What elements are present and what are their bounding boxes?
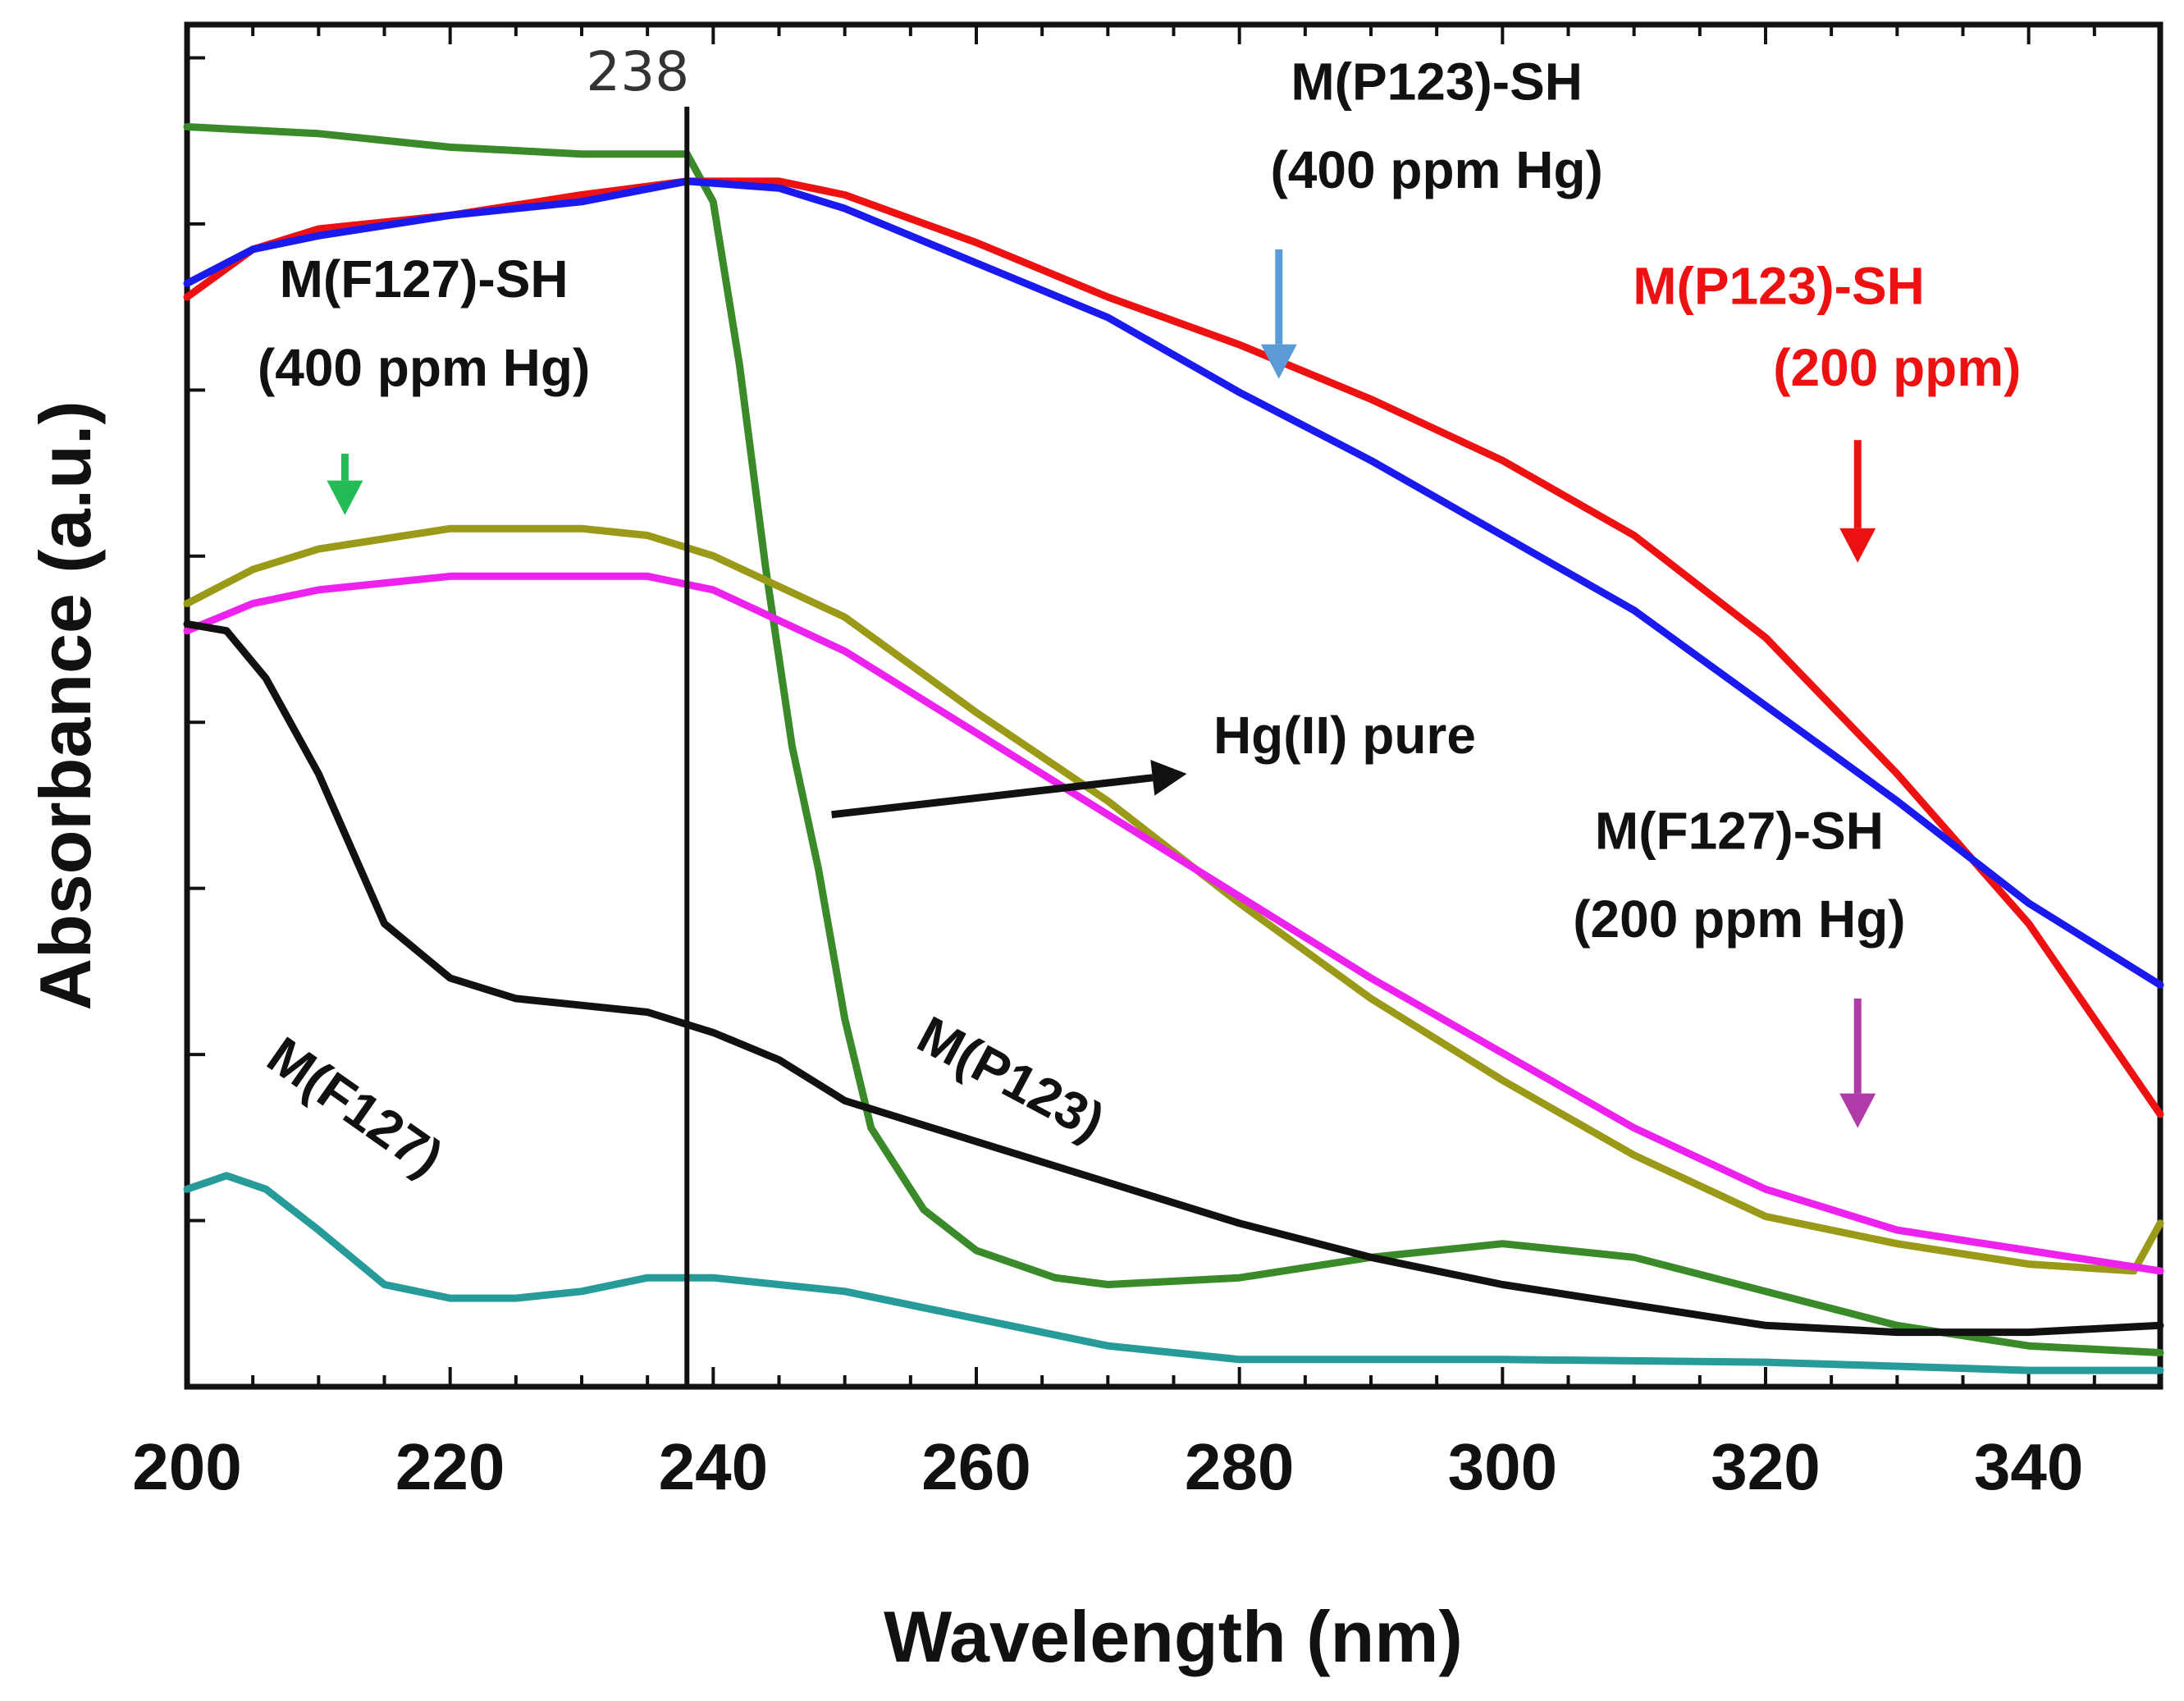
peak-marker-label: 238 (586, 40, 689, 103)
x-tick-label: 260 (921, 1430, 1030, 1503)
y-axis-ticks (187, 56, 205, 1388)
arrow-shaft (831, 774, 1154, 819)
x-tick-label: 340 (1974, 1430, 2083, 1503)
plot-frame (184, 21, 2163, 1390)
x-tick-label: 200 (132, 1430, 241, 1503)
x-tick-label: 320 (1711, 1430, 1820, 1503)
arrow-group (327, 249, 1876, 1128)
series-line-5 (183, 620, 2164, 1337)
series-group (183, 123, 2164, 1374)
series-line-4 (183, 572, 2164, 1275)
annotation-label: (400 ppm Hg) (258, 338, 590, 397)
arrow-head (1839, 1093, 1876, 1128)
annotation-label: M(F127) (257, 1025, 453, 1187)
arrow-head (1150, 759, 1187, 796)
annotation-group: M(P123)-SH (400 ppm Hg) M(F127)-SH (400 ppm… (257, 52, 2021, 1187)
peak-marker-group: 238 (586, 40, 690, 1387)
y-axis-title: Absorbance (a.u.) (25, 400, 106, 1010)
x-tick-label: 240 (659, 1430, 768, 1503)
arrow-head (1260, 344, 1297, 379)
series-line-0 (183, 123, 2164, 1356)
annotation-label: M(P123)-SH (1291, 52, 1583, 111)
x-axis-ticks: 200 220 240 260 280 300 320 340 (132, 25, 2162, 1503)
annotation-label: (200 ppm Hg) (1573, 889, 1905, 949)
arrow-head (327, 480, 363, 515)
annotation-label: M(F127)-SH (280, 249, 569, 309)
x-tick-label: 280 (1185, 1430, 1294, 1503)
annotation-label: M(F127)-SH (1595, 801, 1884, 860)
series-line-2 (183, 177, 2164, 989)
series-line-1 (183, 177, 2164, 1118)
annotation-label: (400 ppm Hg) (1270, 140, 1602, 199)
x-axis-title: Wavelength (nm) (884, 1596, 1463, 1677)
arrow-head (1839, 528, 1876, 563)
annotation-label: (200 ppm) (1773, 338, 2021, 397)
series-line-3 (183, 524, 2164, 1275)
x-tick-label: 220 (395, 1430, 505, 1503)
annotation-label: Hg(II) pure (1213, 706, 1476, 765)
x-tick-label: 300 (1448, 1430, 1557, 1503)
annotation-label: M(P123)-SH (1633, 256, 1925, 315)
series-line-6 (183, 1172, 2164, 1374)
